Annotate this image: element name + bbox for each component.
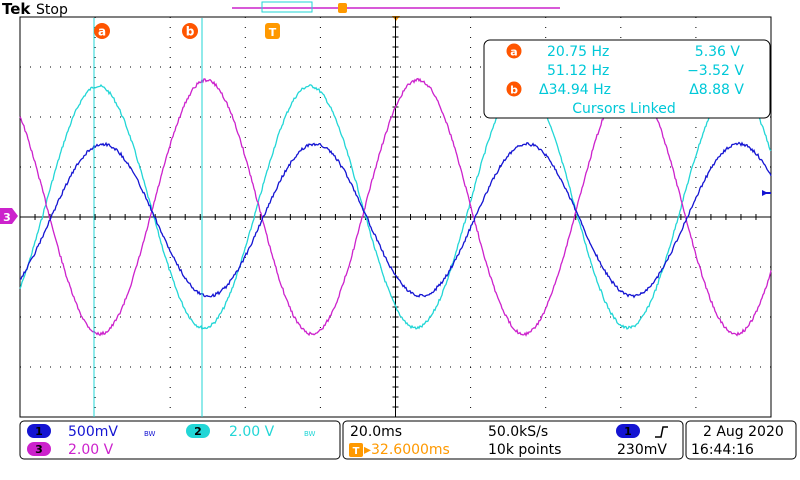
sample-rate: 50.0kS/s: [488, 424, 548, 440]
trigger-source-badge[interactable]: [616, 424, 640, 438]
trigger-marker[interactable]: T: [265, 23, 280, 39]
ch1-badge[interactable]: [27, 424, 51, 438]
svg-text:T: T: [269, 26, 277, 39]
svg-text:T: T: [353, 446, 360, 457]
ch1-waveform: [19, 141, 772, 299]
acquisition-state: Stop: [36, 2, 68, 18]
cursor-a-voltage: 5.36 V: [695, 44, 741, 60]
svg-text:1: 1: [35, 425, 43, 438]
rising-edge-icon: [655, 426, 668, 438]
svg-text:2: 2: [194, 425, 202, 438]
trigger-position-icon: [349, 443, 363, 457]
svg-text:a: a: [510, 46, 517, 59]
cursor-b-voltage: −3.52 V: [687, 63, 744, 79]
svg-text:a: a: [98, 25, 106, 39]
record-trigger-marker: [338, 3, 347, 13]
ch3-ground-marker[interactable]: 3: [0, 208, 18, 224]
trigger-position: ▸32.6000ms: [364, 442, 450, 458]
channel-settings-box[interactable]: [19, 420, 341, 460]
svg-text:b: b: [510, 84, 518, 97]
cursor-readout-panel: a b 20.75 Hz 5.36 V 51.12 Hz −3.52 V Δ34…: [483, 39, 771, 119]
status-header: Tek Stop: [2, 0, 560, 21]
ch3-scale: 2.00 V: [68, 442, 114, 458]
record-length: 10k points: [488, 442, 561, 458]
ch2-bandwidth-limit: BW: [304, 430, 316, 438]
datetime-box: [685, 420, 797, 460]
cursor-b-frequency: 51.12 Hz: [547, 63, 609, 79]
delta-frequency: Δ34.94 Hz: [539, 82, 611, 98]
graticule: [19, 16, 772, 418]
svg-text:3: 3: [35, 443, 43, 456]
ch2-badge[interactable]: [186, 424, 210, 438]
ch1-bandwidth-limit: BW: [144, 430, 156, 438]
date: 2 Aug 2020: [703, 424, 784, 440]
cursors-linked-status: Cursors Linked: [572, 101, 675, 117]
svg-text:3: 3: [3, 211, 11, 224]
cursor-a-marker[interactable]: a: [94, 23, 110, 39]
record-view-window: [261, 1, 313, 13]
time-per-division: 20.0ms: [350, 424, 402, 440]
timebase-box[interactable]: [342, 420, 684, 460]
bottom-status-bar: 1 500mV BW 2 2.00 V BW 3 2.00 V 20.0ms 5…: [19, 420, 797, 460]
ch2-waveform: [19, 83, 772, 331]
cursor-a-frequency: 20.75 Hz: [547, 44, 609, 60]
trigger-level: 230mV: [617, 442, 667, 458]
cursor-b-marker[interactable]: b: [182, 23, 198, 39]
svg-text:b: b: [186, 25, 195, 39]
time: 16:44:16: [691, 442, 754, 458]
readout-cursor-a-icon: [506, 43, 522, 59]
svg-text:1: 1: [624, 425, 632, 438]
readout-cursor-b-icon: [506, 81, 522, 97]
ch1-scale: 500mV: [68, 424, 118, 440]
ch2-scale: 2.00 V: [229, 424, 275, 440]
brand-logo: Tek: [2, 0, 31, 18]
ch3-badge[interactable]: [27, 442, 51, 456]
delta-voltage: Δ8.88 V: [689, 82, 744, 98]
